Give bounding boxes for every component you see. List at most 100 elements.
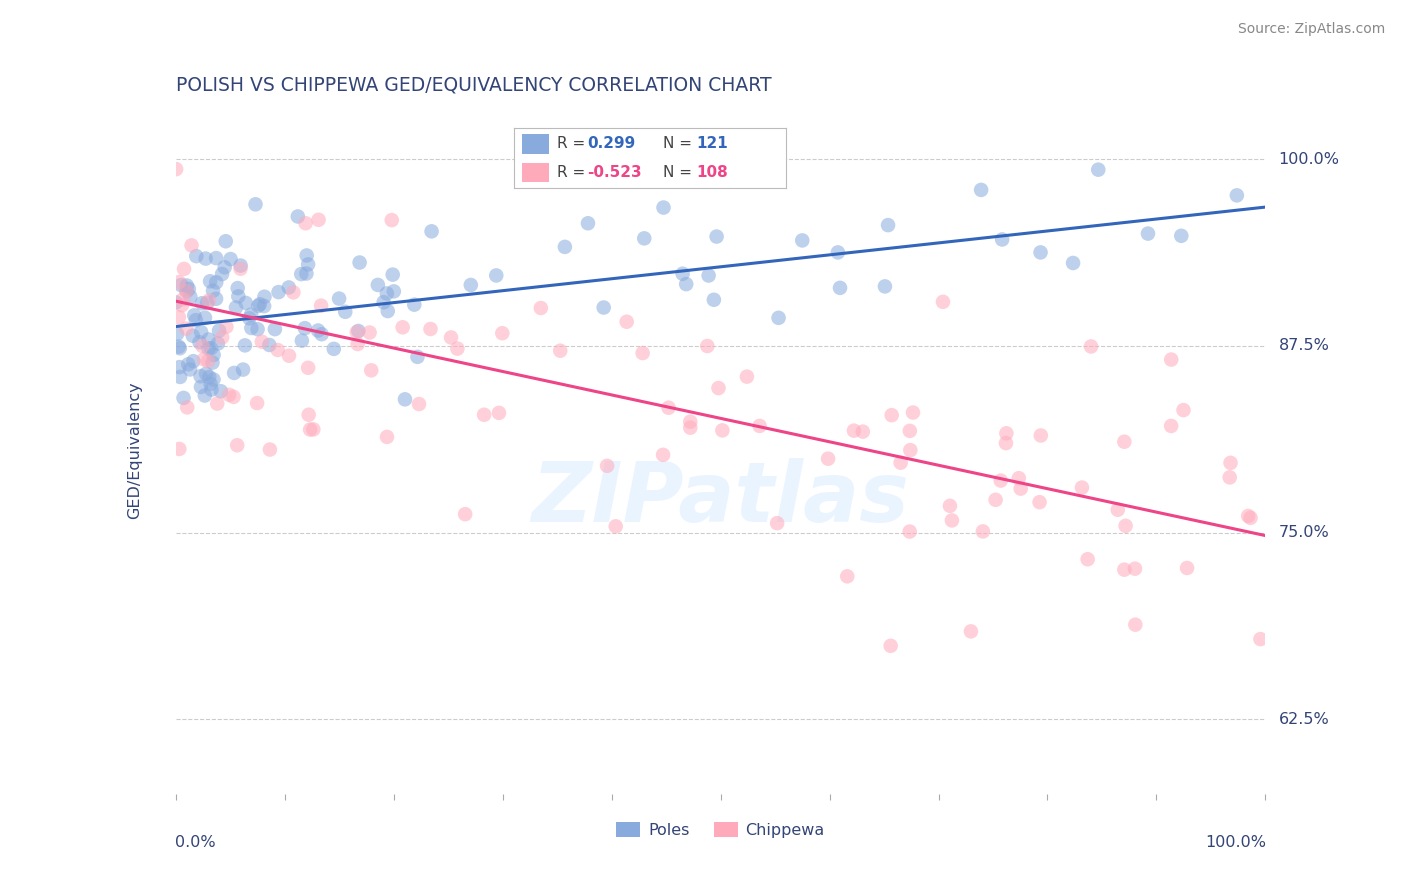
- Point: [768, 310, 790, 325]
- Point: [1123, 617, 1146, 632]
- Point: [1071, 481, 1094, 495]
- Point: [373, 295, 395, 310]
- Point: [879, 639, 901, 653]
- Text: GED/Equivalency: GED/Equivalency: [127, 382, 142, 519]
- Point: [346, 325, 368, 339]
- Point: [233, 338, 256, 352]
- Text: Source: ZipAtlas.com: Source: ZipAtlas.com: [1237, 22, 1385, 37]
- Point: [1170, 228, 1192, 243]
- Point: [167, 310, 190, 325]
- Text: N =: N =: [664, 165, 697, 180]
- Point: [170, 298, 193, 312]
- Point: [1062, 256, 1084, 270]
- Point: [165, 295, 187, 310]
- Point: [633, 231, 655, 245]
- FancyBboxPatch shape: [522, 162, 548, 182]
- Point: [295, 248, 318, 262]
- Point: [706, 229, 728, 244]
- Point: [748, 419, 770, 434]
- Point: [616, 315, 638, 329]
- Point: [188, 335, 211, 350]
- Point: [491, 326, 513, 341]
- Point: [253, 299, 276, 313]
- Point: [837, 569, 859, 583]
- Point: [382, 285, 405, 299]
- Point: [186, 249, 208, 263]
- Point: [190, 325, 212, 339]
- Point: [554, 240, 576, 254]
- Point: [228, 289, 250, 303]
- Point: [842, 424, 865, 438]
- Point: [311, 327, 333, 342]
- Point: [246, 396, 269, 410]
- Point: [1115, 518, 1137, 533]
- Point: [1237, 508, 1260, 523]
- Point: [183, 354, 205, 368]
- Point: [485, 268, 508, 283]
- Point: [194, 252, 217, 266]
- Point: [299, 423, 322, 437]
- Point: [939, 499, 962, 513]
- Point: [877, 218, 900, 232]
- Point: [873, 279, 896, 293]
- Point: [170, 278, 193, 293]
- Point: [200, 383, 222, 397]
- Point: [218, 388, 240, 402]
- Point: [247, 299, 270, 313]
- Point: [291, 334, 314, 348]
- Point: [1160, 419, 1182, 434]
- Point: [193, 352, 215, 367]
- Point: [277, 280, 299, 294]
- Point: [308, 212, 330, 227]
- Point: [960, 624, 983, 639]
- Point: [173, 391, 195, 405]
- Point: [294, 216, 316, 230]
- Point: [176, 278, 198, 293]
- Point: [657, 401, 679, 415]
- Point: [245, 197, 267, 211]
- Point: [1077, 552, 1099, 566]
- Point: [697, 268, 720, 283]
- Point: [375, 430, 398, 444]
- Point: [191, 296, 214, 310]
- Point: [596, 458, 619, 473]
- Point: [1087, 162, 1109, 177]
- Point: [238, 311, 260, 326]
- Text: -0.523: -0.523: [588, 165, 641, 180]
- Point: [165, 162, 187, 177]
- Point: [605, 519, 627, 533]
- Point: [1107, 502, 1129, 516]
- Point: [215, 234, 238, 248]
- Point: [707, 381, 730, 395]
- Point: [200, 341, 222, 355]
- Text: R =: R =: [557, 136, 591, 152]
- Point: [197, 342, 219, 356]
- Point: [298, 408, 321, 422]
- Point: [179, 362, 201, 376]
- Point: [240, 321, 263, 335]
- Point: [652, 201, 675, 215]
- Point: [184, 313, 207, 327]
- Point: [194, 388, 217, 402]
- Point: [176, 284, 198, 298]
- Point: [264, 322, 287, 336]
- Point: [294, 321, 316, 335]
- Point: [205, 251, 228, 265]
- Point: [181, 328, 204, 343]
- Point: [169, 370, 191, 384]
- Point: [219, 252, 242, 266]
- Point: [631, 346, 654, 360]
- Point: [1226, 188, 1249, 202]
- Point: [1114, 563, 1136, 577]
- Text: 100.0%: 100.0%: [1205, 835, 1267, 850]
- Point: [224, 366, 246, 380]
- Point: [191, 339, 214, 353]
- Point: [990, 474, 1012, 488]
- Point: [346, 337, 368, 351]
- Point: [995, 426, 1018, 441]
- Point: [1029, 245, 1052, 260]
- Point: [360, 363, 382, 377]
- Point: [180, 238, 202, 252]
- Point: [209, 384, 232, 399]
- Point: [240, 308, 263, 322]
